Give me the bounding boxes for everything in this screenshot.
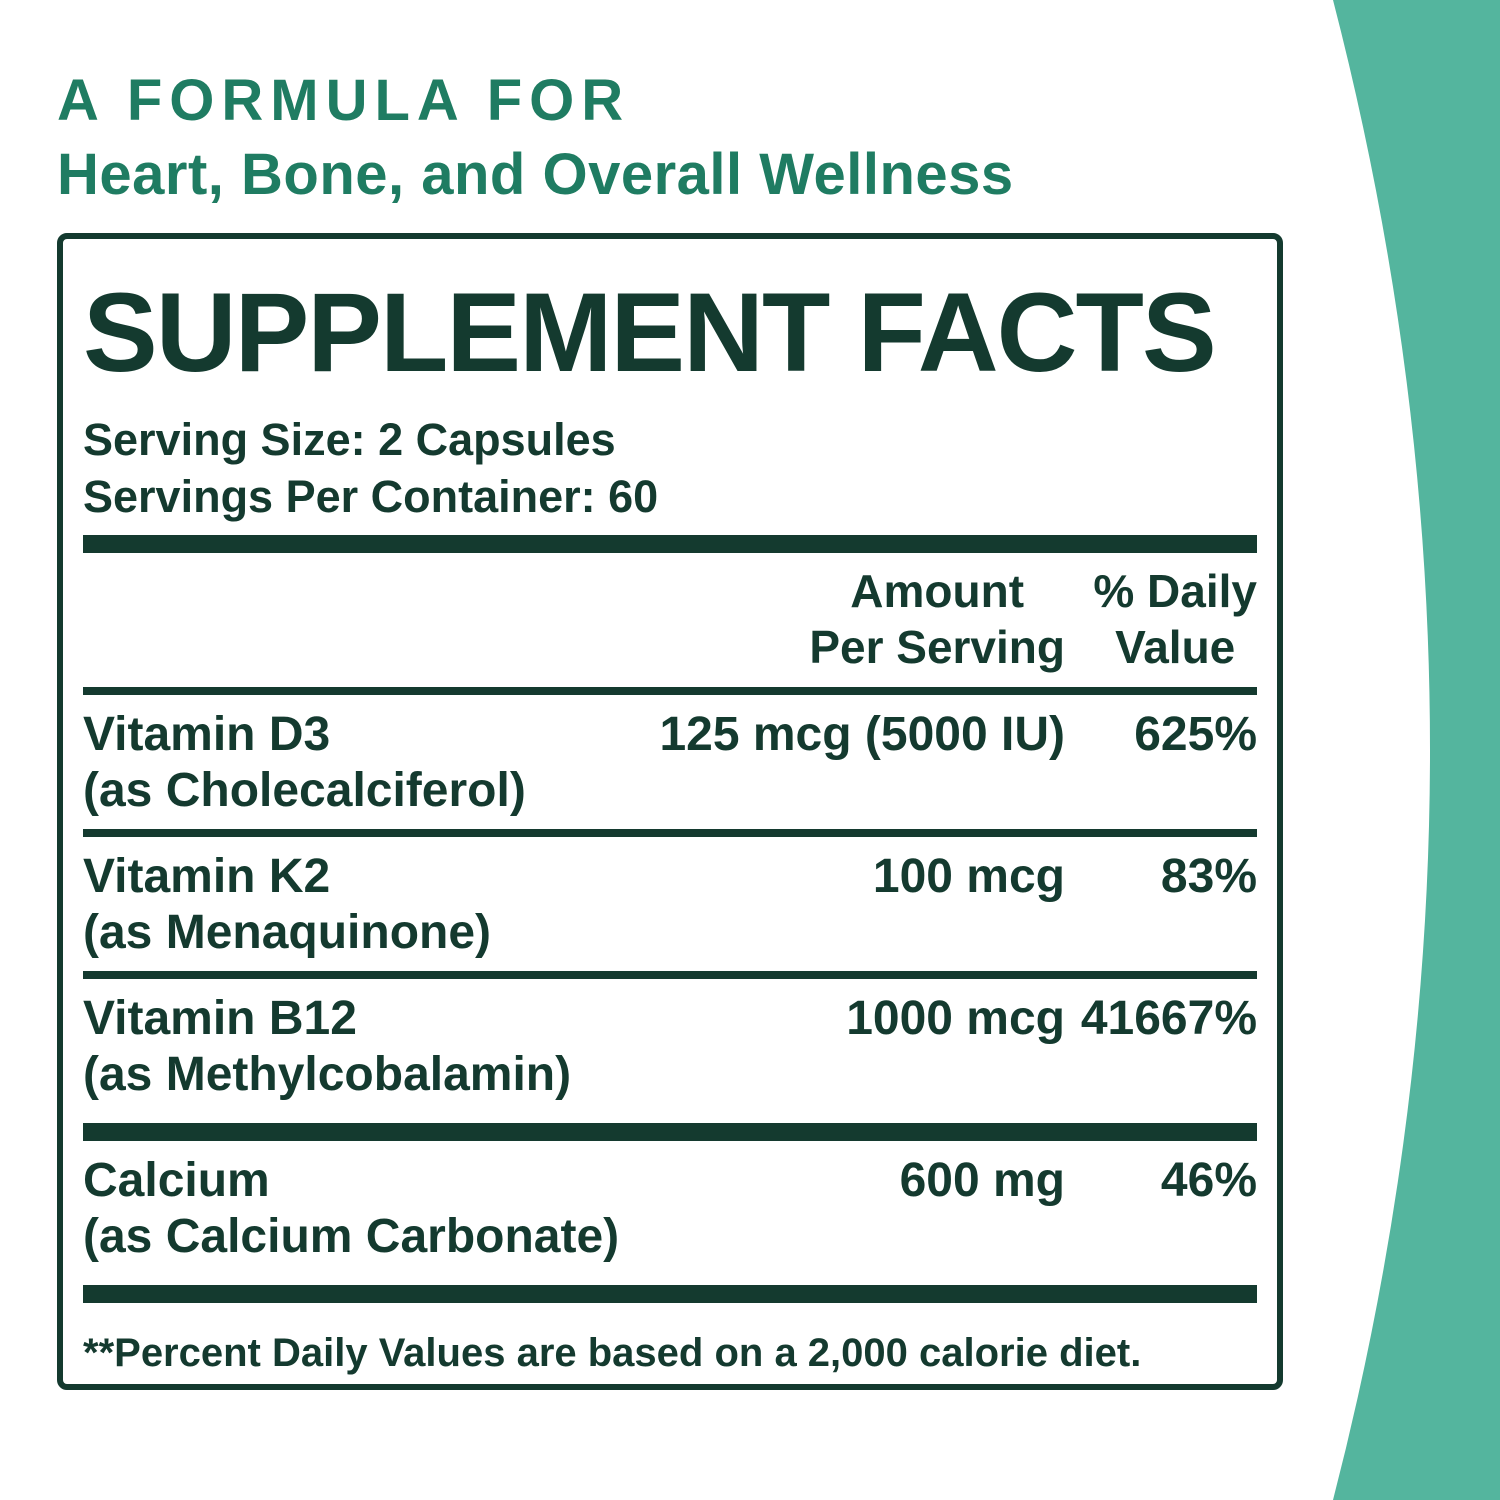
table-row-vitamin-d3: Vitamin D3 (as Cholecalciferol) 125 mcg … (83, 695, 1257, 829)
nutrient-name: Vitamin D3 (83, 708, 331, 762)
divider-thin (83, 687, 1257, 696)
nutrient-form: (as Methylcobalamin) (83, 1048, 572, 1102)
nutrient-name: Vitamin B12 (83, 992, 357, 1046)
servings-per-container: Servings Per Container: 60 (83, 471, 659, 523)
column-header-amount: Amount Per Serving (809, 565, 1065, 674)
nutrient-form: (as Cholecalciferol) (83, 764, 526, 818)
top-header: A FORMULA FOR Heart, Bone, and Overall W… (57, 72, 1014, 204)
nutrient-amount: 1000 mcg (846, 992, 1065, 1046)
table-row-calcium: Calcium (as Calcium Carbonate) 600 mg 46… (83, 1141, 1257, 1275)
daily-value-footnote: **Percent Daily Values are based on a 2,… (83, 1331, 1142, 1376)
nutrient-amount: 100 mcg (872, 850, 1065, 904)
nutrient-form: (as Menaquinone) (83, 906, 492, 960)
column-header-daily-value: % Daily Value (1093, 565, 1257, 674)
header-headline: Heart, Bone, and Overall Wellness (57, 142, 1014, 207)
divider-thick-bottom (83, 1285, 1257, 1304)
divider-thick-top (83, 535, 1257, 554)
divider-thick-middle (83, 1123, 1257, 1142)
table-column-header: Amount Per Serving % Daily Value (83, 553, 1257, 687)
divider-thin (83, 971, 1257, 980)
nutrient-name: Vitamin K2 (83, 850, 331, 904)
table-row-vitamin-k2: Vitamin K2 (as Menaquinone) 100 mcg 83% (83, 837, 1257, 971)
divider-thin (83, 829, 1257, 838)
supplement-facts-panel: SUPPLEMENT FACTS Serving Size: 2 Capsule… (57, 233, 1283, 1390)
header-kicker: A FORMULA FOR (57, 68, 631, 133)
nutrient-daily-value: 83% (1160, 850, 1257, 904)
nutrient-daily-value: 625% (1134, 708, 1257, 762)
nutrient-form: (as Calcium Carbonate) (83, 1210, 620, 1264)
nutrient-amount: 600 mg (899, 1154, 1065, 1208)
nutrient-amount: 125 mcg (5000 IU) (659, 708, 1065, 762)
serving-size: Serving Size: 2 Capsules (83, 414, 616, 465)
nutrient-daily-value: 41667% (1080, 992, 1257, 1046)
table-row-vitamin-b12: Vitamin B12 (as Methylcobalamin) 1000 mc… (83, 979, 1257, 1113)
nutrient-daily-value: 46% (1160, 1154, 1257, 1208)
nutrient-name: Calcium (83, 1154, 270, 1208)
serving-info: Serving Size: 2 Capsules Servings Per Co… (83, 411, 1257, 525)
panel-title: SUPPLEMENT FACTS (83, 270, 1217, 395)
